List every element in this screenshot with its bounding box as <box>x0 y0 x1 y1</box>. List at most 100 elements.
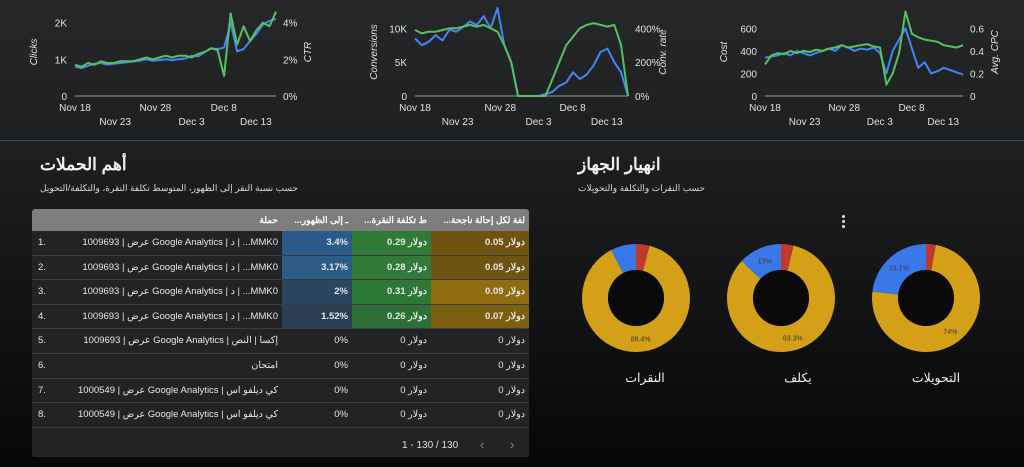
y2-axis-label: CTR <box>303 42 314 63</box>
conversions-rate-chart: 10K 5K 0 400% 200% 0% Conversions Conv. rate Nov… <box>369 7 669 128</box>
header-cpc[interactable]: ...ط تكلفة النقرة <box>364 215 427 225</box>
ctr-value: 0% <box>334 360 348 371</box>
cost-per-conversion-value: دولار 0.05 <box>431 255 529 280</box>
cost-per-conversion-value: دولار 0.05 <box>431 231 529 255</box>
campaign-name: MMK0... | د | Google Analytics عرض | 100… <box>82 286 278 298</box>
x-tick-label: Nov 18 <box>749 103 781 114</box>
cost-per-conversion-value: دولار 0 <box>498 335 525 347</box>
x-tick-label: Dec 13 <box>591 117 623 128</box>
more-vert-icon[interactable] <box>839 214 847 228</box>
ctr-value: 0% <box>334 384 348 396</box>
campaigns-table: حملة ...ـ إلى الظهور ...ط تكلفة النقرة .… <box>32 209 529 457</box>
row-index: 6. <box>38 360 46 371</box>
y-tick-label: 400 <box>740 47 757 58</box>
y-tick-label: 0 <box>751 92 757 103</box>
x-tick-label: Dec 3 <box>525 117 552 128</box>
ctr-value: 3.4% <box>282 231 352 255</box>
donut-slice <box>872 244 926 295</box>
cpc-value: دولار 0.31 <box>352 280 431 304</box>
y-tick-label: 10K <box>389 24 407 35</box>
donut-slice <box>611 244 636 274</box>
donut-slice <box>781 244 794 271</box>
cpc-value: دولار 0.29 <box>352 231 431 255</box>
table-row[interactable]: 2. MMK0... | د | Google Analytics عرض | 1… <box>32 255 529 281</box>
y2-tick-label: 0.2 <box>970 69 984 80</box>
cpc-value: دولار 0 <box>400 335 427 347</box>
table-row[interactable]: 3. MMK0... | د | Google Analytics عرض | 1… <box>32 280 529 305</box>
cpc-value: دولار 0 <box>400 409 427 421</box>
series-line-secondary <box>74 11 277 77</box>
x-tick-label: Dec 13 <box>240 117 272 128</box>
donut-chart: 88.4% <box>582 244 690 352</box>
y-tick-label: 200 <box>740 69 757 80</box>
x-tick-label: Nov 23 <box>442 117 474 128</box>
donut-slice <box>926 244 936 271</box>
table-row[interactable]: 7. كي ديلفو اس | Google Analytics عرض | 1… <box>32 379 529 404</box>
top-line-charts: 2K 1K 0 4% 2% 0% Clicks CTR Nov 18 Nov 28 Dec 8 Nov… <box>29 7 1001 128</box>
donut-hole <box>753 270 809 326</box>
donut-slice-label: 13% <box>758 258 772 265</box>
header-cost-per-conversion[interactable]: ...لفة لكل إحالة ناجحة <box>443 215 525 225</box>
x-tick-label: Nov 23 <box>99 117 131 128</box>
table-header: حملة ...ـ إلى الظهور ...ط تكلفة النقرة .… <box>32 209 529 231</box>
header-ctr[interactable]: ...ـ إلى الظهور <box>294 215 348 225</box>
campaign-name: MMK0... | د | Google Analytics عرض | 100… <box>82 261 278 273</box>
series-line-primary <box>414 7 629 97</box>
y-axis-label: Cost <box>719 40 730 62</box>
x-tick-label: Dec 8 <box>898 103 925 114</box>
table-row[interactable]: 1. MMK0... | د | Google Analytics عرض | 1… <box>32 231 529 256</box>
chevron-right-icon[interactable]: › <box>510 437 515 452</box>
y2-tick-label: 4% <box>283 19 298 30</box>
cpc-value: دولار 0.26 <box>352 304 431 329</box>
row-index: 7. <box>38 384 46 396</box>
cost-per-conversion-value: دولار 0.09 <box>431 280 529 304</box>
x-tick-label: Nov 18 <box>399 103 431 114</box>
series-line-primary <box>74 18 277 70</box>
row-index: 4. <box>38 310 46 322</box>
donut-slice <box>872 244 980 352</box>
donut-hole <box>608 270 664 326</box>
devices-title: انهيار الجهاز <box>578 155 661 174</box>
cost-cpc-chart: 600 400 200 0 0.6 0.4 0.2 0 Cost Avg. CPC Nov 18 No… <box>719 10 1001 128</box>
y2-tick-label: 400% <box>635 24 661 35</box>
donut-chart: 74% 23.1% <box>872 244 980 352</box>
y-tick-label: 0 <box>401 92 407 103</box>
cost-per-conversion-value: دولار 0 <box>498 360 525 371</box>
series-line-secondary <box>414 22 629 97</box>
donut-slice-label: 74% <box>943 329 957 336</box>
table-row[interactable]: 8. كي ديلفو اس | Google Analytics عرض | 1… <box>32 403 529 428</box>
y2-tick-label: 200% <box>635 58 661 69</box>
campaign-name: MMK0... | د | Google Analytics عرض | 100… <box>82 237 278 248</box>
series-line-secondary <box>764 10 964 86</box>
row-index: 1. <box>38 237 46 248</box>
x-tick-label: Dec 3 <box>179 117 206 128</box>
campaign-name: امتحان <box>251 360 278 371</box>
table-row[interactable]: 6. امتحان 0% دولار 0 دولار 0 <box>32 354 529 379</box>
donut-hole <box>898 270 954 326</box>
clicks-ctr-chart: 2K 1K 0 4% 2% 0% Clicks CTR Nov 18 Nov 28 Dec 8 Nov… <box>29 11 314 128</box>
x-tick-label: Dec 3 <box>867 117 894 128</box>
y-axis-label: Clicks <box>29 39 40 66</box>
header-campaign[interactable]: حملة <box>259 215 278 225</box>
ctr-value: 0% <box>334 335 348 347</box>
cost-per-conversion-value: دولار 0 <box>498 384 525 396</box>
donut-title-clicks: النقرات <box>625 371 665 385</box>
campaigns-title: أهم الحملات <box>40 155 127 174</box>
y-tick-label: 5K <box>395 58 408 69</box>
cost-per-conversion-value: دولار 0.07 <box>431 304 529 329</box>
section-divider <box>0 140 1024 141</box>
table-row[interactable]: 5. إكسا | النص | Google Analytics عرض | 1… <box>32 329 529 354</box>
device-donut-charts: 74% 23.1% 83.3% 13% 88.4% <box>582 244 980 352</box>
ctr-value: 2% <box>282 280 352 304</box>
chevron-left-icon[interactable]: ‹ <box>480 437 485 452</box>
row-index: 5. <box>38 335 46 347</box>
y2-tick-label: 0.6 <box>970 24 984 35</box>
ctr-value: 1.52% <box>282 304 352 329</box>
y-axis-label: Conversions <box>369 24 380 80</box>
devices-subtitle: حسب النقرات والتكلفة والتحويلات <box>578 183 706 193</box>
donut-slice <box>727 245 835 352</box>
y2-tick-label: 0 <box>970 92 976 103</box>
donut-title-cost: يكلف <box>784 371 812 385</box>
table-row[interactable]: 4. MMK0... | د | Google Analytics عرض | 1… <box>32 304 529 330</box>
x-tick-label: Dec 13 <box>927 117 959 128</box>
